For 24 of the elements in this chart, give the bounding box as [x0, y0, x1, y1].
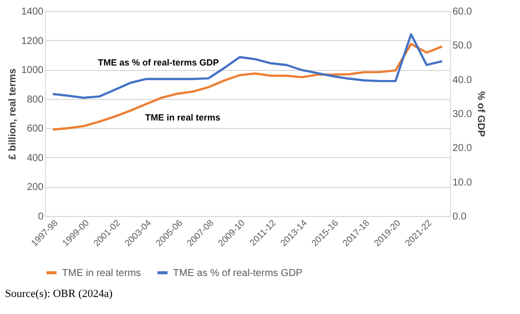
y2-tick-label: 10.0: [452, 177, 472, 188]
y2-tick-label: 20.0: [452, 143, 472, 154]
annotation: TME as % of real-terms GDP: [98, 57, 219, 68]
y-tick-label: 1400: [21, 6, 44, 18]
y-tick-label: 800: [26, 94, 44, 106]
y2-axis-title: % of GDP: [474, 91, 486, 138]
legend-label: TME as % of real-terms GDP: [173, 268, 303, 279]
y-tick-label: 200: [26, 182, 44, 194]
line-series: [52, 33, 444, 99]
y2-tick-label: 60.0: [452, 6, 472, 18]
line-series: [52, 42, 444, 131]
y-tick-label: 400: [26, 152, 44, 164]
y-tick-label: 600: [26, 124, 44, 135]
y2-tick-label: 0.0: [452, 212, 467, 222]
y-tick-label: 1200: [21, 36, 44, 47]
y-tick-label: 1000: [21, 65, 44, 76]
y2-tick-label: 50.0: [452, 40, 472, 52]
annotation: TME in real terms: [145, 112, 220, 123]
source-note: Source(s): OBR (2024a): [5, 288, 113, 300]
legend-label: TME in real terms: [62, 268, 141, 279]
y2-tick-label: 30.0: [452, 109, 472, 120]
y2-tick-label: 40.0: [452, 74, 472, 86]
y-axis-title: £ billion, real terms: [7, 68, 18, 160]
y-tick-label: 0: [38, 212, 44, 222]
